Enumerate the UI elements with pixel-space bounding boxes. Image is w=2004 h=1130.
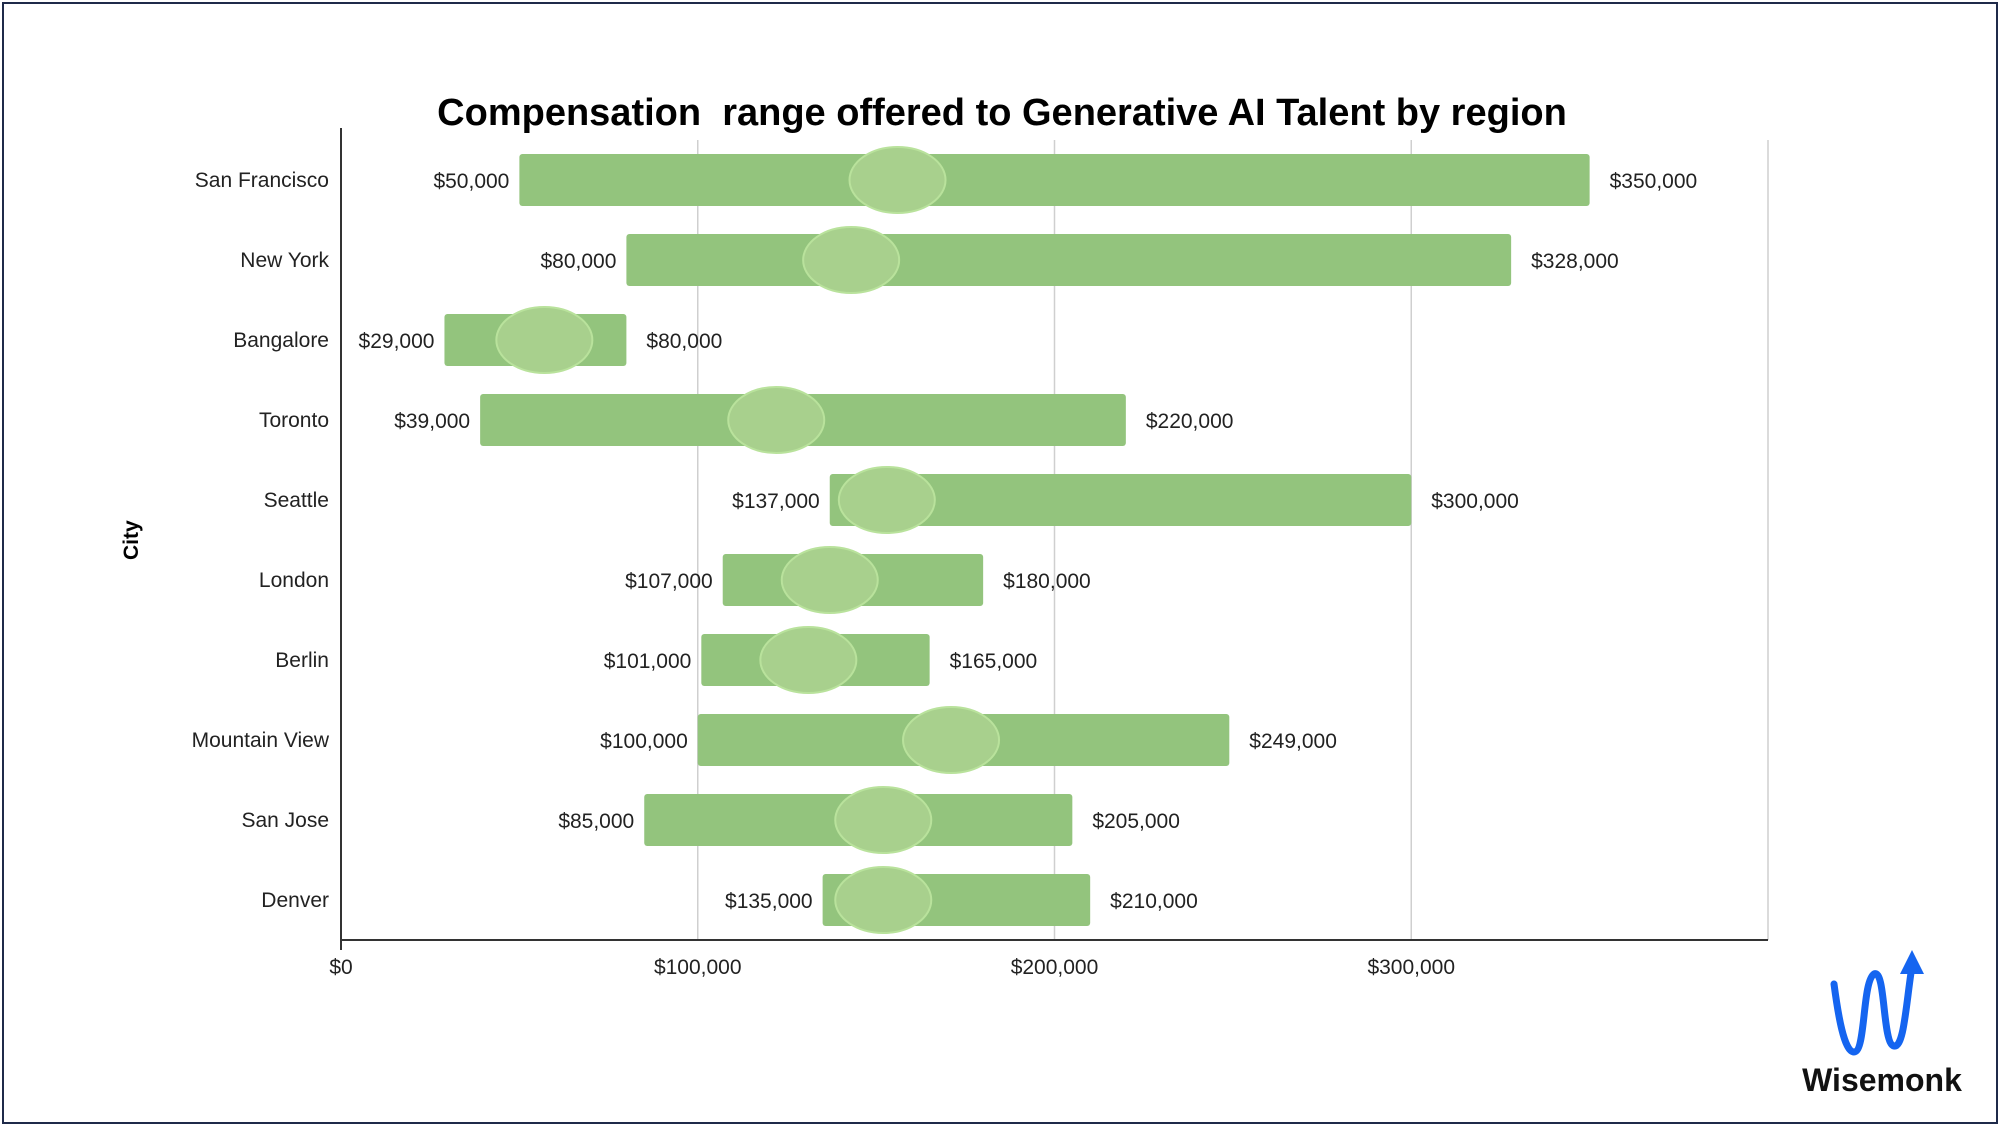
x-tick-label-3: $300,000 <box>1367 956 1455 979</box>
range-marker-2 <box>495 306 594 374</box>
min-label-4: $137,000 <box>732 490 820 513</box>
y-tick-label-0: San Francisco <box>195 169 329 192</box>
y-tick-label-7: Mountain View <box>192 729 330 752</box>
range-marker-0 <box>848 146 947 214</box>
wisemonk-logo: Wisemonk <box>1772 944 1992 1104</box>
range-marker-7 <box>902 706 1001 774</box>
chart-title: Compensation range offered to Generative… <box>437 92 1567 134</box>
min-label-9: $135,000 <box>725 890 813 913</box>
max-label-9: $210,000 <box>1110 890 1198 913</box>
range-marker-5 <box>780 546 879 614</box>
max-label-1: $328,000 <box>1531 250 1619 273</box>
min-label-8: $85,000 <box>558 810 634 833</box>
min-label-6: $101,000 <box>604 650 692 673</box>
max-label-2: $80,000 <box>646 330 722 353</box>
min-label-3: $39,000 <box>394 410 470 433</box>
max-label-3: $220,000 <box>1146 410 1234 433</box>
min-label-2: $29,000 <box>359 330 435 353</box>
min-label-7: $100,000 <box>600 730 688 753</box>
max-label-8: $205,000 <box>1092 810 1180 833</box>
range-marker-3 <box>727 386 826 454</box>
range-marker-1 <box>802 226 901 294</box>
range-marker-8 <box>834 786 933 854</box>
range-bar-0 <box>519 154 1590 206</box>
data-labels: San Francisco $50,000 $350,000 New York $80,… <box>192 169 1698 913</box>
min-label-1: $80,000 <box>540 250 616 273</box>
range-marker-6 <box>759 626 858 694</box>
y-tick-label-1: New York <box>240 249 329 272</box>
axes: $0 $100,000 $200,000 $300,000 <box>329 128 1768 979</box>
range-bar-4 <box>829 474 1412 526</box>
range-marker-9 <box>834 866 933 934</box>
y-tick-label-9: Denver <box>261 889 329 912</box>
range-marker-4 <box>837 466 936 534</box>
y-tick-label-2: Bangalore <box>233 329 329 352</box>
max-label-5: $180,000 <box>1003 570 1091 593</box>
x-tick-label-1: $100,000 <box>654 956 742 979</box>
max-label-7: $249,000 <box>1249 730 1337 753</box>
min-label-0: $50,000 <box>433 170 509 193</box>
y-tick-label-5: London <box>259 569 329 592</box>
range-markers <box>495 146 1001 934</box>
y-tick-label-3: Toronto <box>259 409 329 432</box>
wisemonk-wave-arrow-icon <box>1830 950 1924 1056</box>
max-label-6: $165,000 <box>950 650 1038 673</box>
max-label-0: $350,000 <box>1610 170 1698 193</box>
x-tick-label-2: $200,000 <box>1011 956 1099 979</box>
range-bar-1 <box>626 234 1512 286</box>
logo-text: Wisemonk <box>1802 1062 1962 1098</box>
y-tick-label-8: San Jose <box>241 809 329 832</box>
y-tick-label-4: Seattle <box>264 489 329 512</box>
y-tick-label-6: Berlin <box>275 649 329 672</box>
min-label-5: $107,000 <box>625 570 713 593</box>
x-tick-label-0: $0 <box>329 956 352 979</box>
max-label-4: $300,000 <box>1431 490 1519 513</box>
